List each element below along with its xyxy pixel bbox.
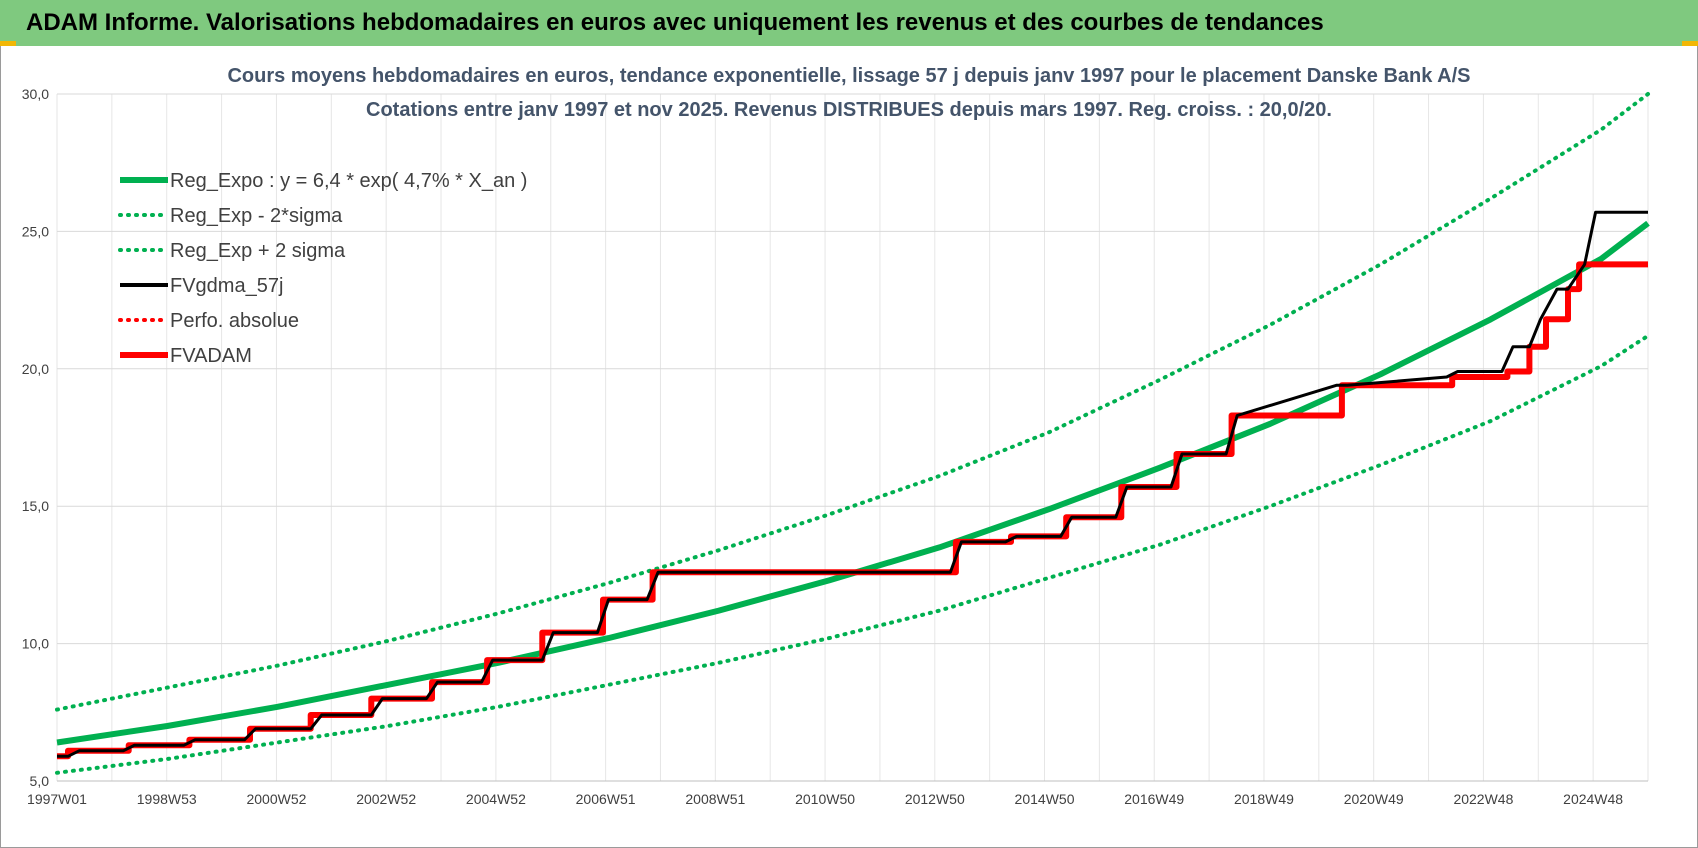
x-tick-label: 2016W49 (1124, 791, 1184, 807)
legend: Reg_Expo : y = 6,4 * exp( 4,7% * X_an ) R… (118, 170, 527, 367)
x-tick-label: 1998W53 (137, 791, 197, 807)
x-tick-label: 2002W52 (356, 791, 416, 807)
chart-subtitle: Cotations entre janv 1997 et nov 2025. R… (366, 99, 1332, 121)
accent-mark-left (0, 41, 16, 46)
y-tick-label: 20,0 (22, 361, 49, 377)
x-tick-label: 2004W52 (466, 791, 526, 807)
series-line-2 (55, 92, 1650, 712)
legend-label: FVADAM (170, 345, 252, 367)
x-tick-label: 2020W49 (1344, 791, 1404, 807)
legend-label: FVgdma_57j (170, 275, 283, 297)
y-axis-ticks: 5,0 10,0 15,0 20,0 25,0 30,0 (22, 86, 49, 789)
y-tick-label: 10,0 (22, 636, 49, 652)
x-tick-label: 2006W51 (576, 791, 636, 807)
legend-label: Reg_Exp + 2 sigma (170, 240, 346, 262)
y-tick-label: 25,0 (22, 223, 49, 239)
series-line-3 (57, 210, 1648, 758)
x-tick-label: 2000W52 (246, 791, 306, 807)
legend-label: Reg_Exp - 2*sigma (170, 205, 343, 227)
x-tick-label: 2022W48 (1453, 791, 1513, 807)
chart-title: Cours moyens hebdomadaires en euros, ten… (227, 65, 1470, 87)
x-tick-label: 2018W49 (1234, 791, 1294, 807)
legend-label: Reg_Expo : y = 6,4 * exp( 4,7% * X_an ) (170, 170, 527, 192)
accent-mark-right (1682, 41, 1698, 46)
legend-label: Perfo. absolue (170, 310, 299, 332)
banner-title: ADAM Informe. Valorisations hebdomadaire… (26, 9, 1324, 36)
grid (56, 93, 1649, 782)
x-tick-label: 2014W50 (1015, 791, 1075, 807)
title-banner: ADAM Informe. Valorisations hebdomadaire… (0, 0, 1698, 46)
x-tick-label: 2008W51 (685, 791, 745, 807)
x-axis-ticks: 1997W01 1998W53 2000W52 2002W52 2004W52 2006W… (27, 791, 1623, 807)
x-tick-label: 2024W48 (1563, 791, 1623, 807)
y-tick-label: 15,0 (22, 498, 49, 514)
series-group (55, 92, 1650, 775)
series-line-0 (56, 220, 1650, 746)
x-tick-label: 2010W50 (795, 791, 855, 807)
y-tick-label: 5,0 (30, 773, 50, 789)
x-tick-label: 2012W50 (905, 791, 965, 807)
series-line-1 (55, 333, 1650, 775)
y-tick-label: 30,0 (22, 86, 49, 102)
series-line-5 (57, 261, 1648, 760)
chart-area: 5,0 10,0 15,0 20,0 25,0 30,0 1997W01 1998W53 20… (22, 65, 1650, 807)
x-tick-label: 1997W01 (27, 791, 87, 807)
